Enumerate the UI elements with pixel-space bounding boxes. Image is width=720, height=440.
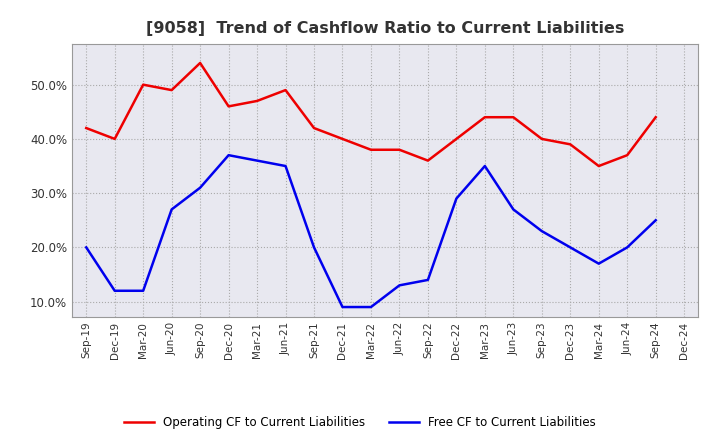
Operating CF to Current Liabilities — [566, 142, 575, 147]
Free CF to Current Liabilities — [366, 304, 375, 310]
Free CF to Current Liabilities — [537, 228, 546, 234]
Operating CF to Current Liabilities — [595, 163, 603, 169]
Free CF to Current Liabilities — [623, 245, 631, 250]
Operating CF to Current Liabilities — [196, 60, 204, 66]
Free CF to Current Liabilities — [196, 185, 204, 191]
Free CF to Current Liabilities — [310, 245, 318, 250]
Operating CF to Current Liabilities — [253, 98, 261, 103]
Operating CF to Current Liabilities — [225, 104, 233, 109]
Operating CF to Current Liabilities — [537, 136, 546, 142]
Operating CF to Current Liabilities — [167, 88, 176, 93]
Free CF to Current Liabilities — [167, 207, 176, 212]
Free CF to Current Liabilities — [338, 304, 347, 310]
Free CF to Current Liabilities — [566, 245, 575, 250]
Free CF to Current Liabilities — [395, 283, 404, 288]
Free CF to Current Liabilities — [282, 163, 290, 169]
Title: [9058]  Trend of Cashflow Ratio to Current Liabilities: [9058] Trend of Cashflow Ratio to Curren… — [146, 21, 624, 36]
Operating CF to Current Liabilities — [423, 158, 432, 163]
Operating CF to Current Liabilities — [395, 147, 404, 152]
Free CF to Current Liabilities — [480, 163, 489, 169]
Operating CF to Current Liabilities — [366, 147, 375, 152]
Free CF to Current Liabilities — [139, 288, 148, 293]
Free CF to Current Liabilities — [82, 245, 91, 250]
Free CF to Current Liabilities — [595, 261, 603, 266]
Operating CF to Current Liabilities — [82, 125, 91, 131]
Operating CF to Current Liabilities — [110, 136, 119, 142]
Free CF to Current Liabilities — [110, 288, 119, 293]
Line: Operating CF to Current Liabilities: Operating CF to Current Liabilities — [86, 63, 656, 166]
Operating CF to Current Liabilities — [452, 136, 461, 142]
Operating CF to Current Liabilities — [652, 114, 660, 120]
Line: Free CF to Current Liabilities: Free CF to Current Liabilities — [86, 155, 656, 307]
Operating CF to Current Liabilities — [338, 136, 347, 142]
Operating CF to Current Liabilities — [282, 88, 290, 93]
Operating CF to Current Liabilities — [623, 153, 631, 158]
Free CF to Current Liabilities — [452, 196, 461, 201]
Operating CF to Current Liabilities — [509, 114, 518, 120]
Operating CF to Current Liabilities — [139, 82, 148, 87]
Free CF to Current Liabilities — [652, 218, 660, 223]
Operating CF to Current Liabilities — [310, 125, 318, 131]
Free CF to Current Liabilities — [253, 158, 261, 163]
Operating CF to Current Liabilities — [480, 114, 489, 120]
Legend: Operating CF to Current Liabilities, Free CF to Current Liabilities: Operating CF to Current Liabilities, Fre… — [120, 412, 600, 434]
Free CF to Current Liabilities — [423, 277, 432, 282]
Free CF to Current Liabilities — [225, 153, 233, 158]
Free CF to Current Liabilities — [509, 207, 518, 212]
